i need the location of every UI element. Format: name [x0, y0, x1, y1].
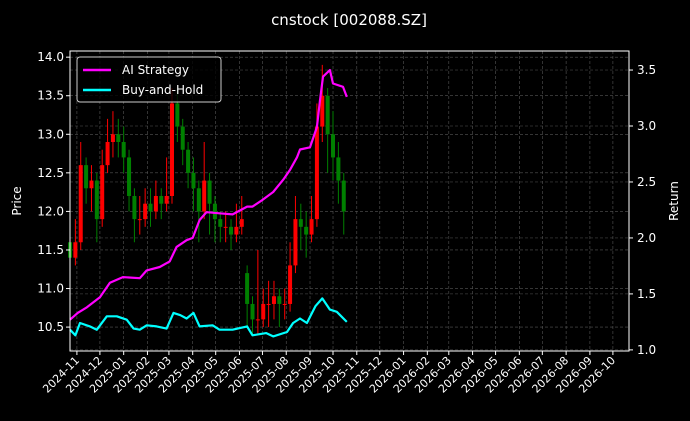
candle-body [277, 296, 282, 304]
candle-body [180, 126, 185, 150]
y-tick-label: 13.5 [37, 89, 64, 103]
candle-body [239, 219, 244, 227]
candle-body [261, 303, 266, 320]
y-axis-return: 1.0 1.5 2.0 2.5 3.0 3.5 [629, 63, 656, 357]
candle-body [159, 195, 164, 204]
candle-body [153, 195, 158, 212]
y2-tick-label: 2.5 [637, 175, 656, 189]
candle-body [298, 219, 303, 227]
candle-body [207, 180, 212, 204]
candle-body [336, 157, 341, 181]
return-lines [69, 68, 348, 338]
candle-body [116, 134, 121, 143]
buyhold-line [69, 297, 348, 338]
candle-body [164, 195, 169, 204]
y-tick-label: 12.0 [37, 204, 64, 218]
y2-tick-label: 3.0 [637, 119, 656, 133]
y-axis-label: Price [10, 186, 24, 215]
y2-axis-label: Return [667, 181, 681, 221]
candle-body [89, 180, 94, 189]
candle-body [223, 226, 228, 228]
candle-body [84, 165, 89, 189]
strategy-line [69, 68, 348, 321]
candle-body [105, 142, 110, 166]
legend: AI Strategy Buy-and-Hold [76, 56, 222, 103]
candle-body [229, 226, 234, 235]
candle-body [143, 203, 148, 220]
candle-body [325, 95, 330, 135]
candle-body [304, 226, 309, 235]
y-tick-label: 11.5 [37, 243, 64, 257]
candle-body [121, 142, 126, 158]
candlesticks [68, 64, 346, 335]
candle-body [132, 195, 137, 220]
candle-body [255, 319, 260, 321]
candle-body [245, 273, 250, 304]
legend-label-strategy: AI Strategy [122, 63, 189, 77]
candle-body [331, 134, 336, 158]
y-axis-price: 10.5 11.0 11.5 12.0 12.5 13.0 13.5 14.0 [37, 50, 70, 334]
candle-body [282, 303, 287, 305]
candle-body [148, 203, 153, 212]
candle-body [202, 180, 207, 212]
chart-title: cnstock [002088.SZ] [271, 11, 427, 29]
legend-label-buyhold: Buy-and-Hold [122, 83, 203, 97]
candle-body [73, 242, 78, 258]
candle-body [341, 180, 346, 212]
candle-body [78, 165, 83, 243]
candle-body [212, 203, 217, 220]
candle-body [186, 149, 191, 173]
y2-tick-label: 1.5 [637, 287, 656, 301]
y2-tick-label: 2.0 [637, 231, 656, 245]
y-tick-label: 12.5 [37, 166, 64, 180]
candle-body [309, 219, 314, 235]
candle-body [137, 219, 142, 221]
candle-body [196, 188, 201, 212]
plot-frame [69, 50, 630, 352]
candle-body [320, 95, 325, 127]
y2-tick-label: 1.0 [637, 343, 656, 357]
legend-box [76, 56, 222, 103]
candle-body [100, 165, 105, 220]
candle-body [94, 180, 99, 220]
candle-body [127, 157, 132, 196]
y2-tick-label: 3.5 [637, 63, 656, 77]
candle-body [266, 303, 271, 305]
candle-body [175, 103, 180, 127]
candle-body [218, 219, 223, 227]
candle-body [191, 172, 196, 189]
y-tick-label: 14.0 [37, 50, 64, 64]
candle-body [271, 296, 276, 304]
candle-body [288, 265, 293, 304]
candle-body [293, 219, 298, 266]
x-axis: 2024-112024-122025-012025-022025-032025-… [40, 351, 618, 396]
candle-body [234, 226, 239, 235]
candle-body [250, 303, 255, 320]
candle-body [169, 103, 174, 196]
candle-body [314, 126, 319, 220]
y-tick-label: 11.0 [37, 282, 64, 296]
y-tick-label: 13.0 [37, 127, 64, 141]
y-tick-label: 10.5 [37, 320, 64, 334]
candle-body [110, 134, 115, 143]
